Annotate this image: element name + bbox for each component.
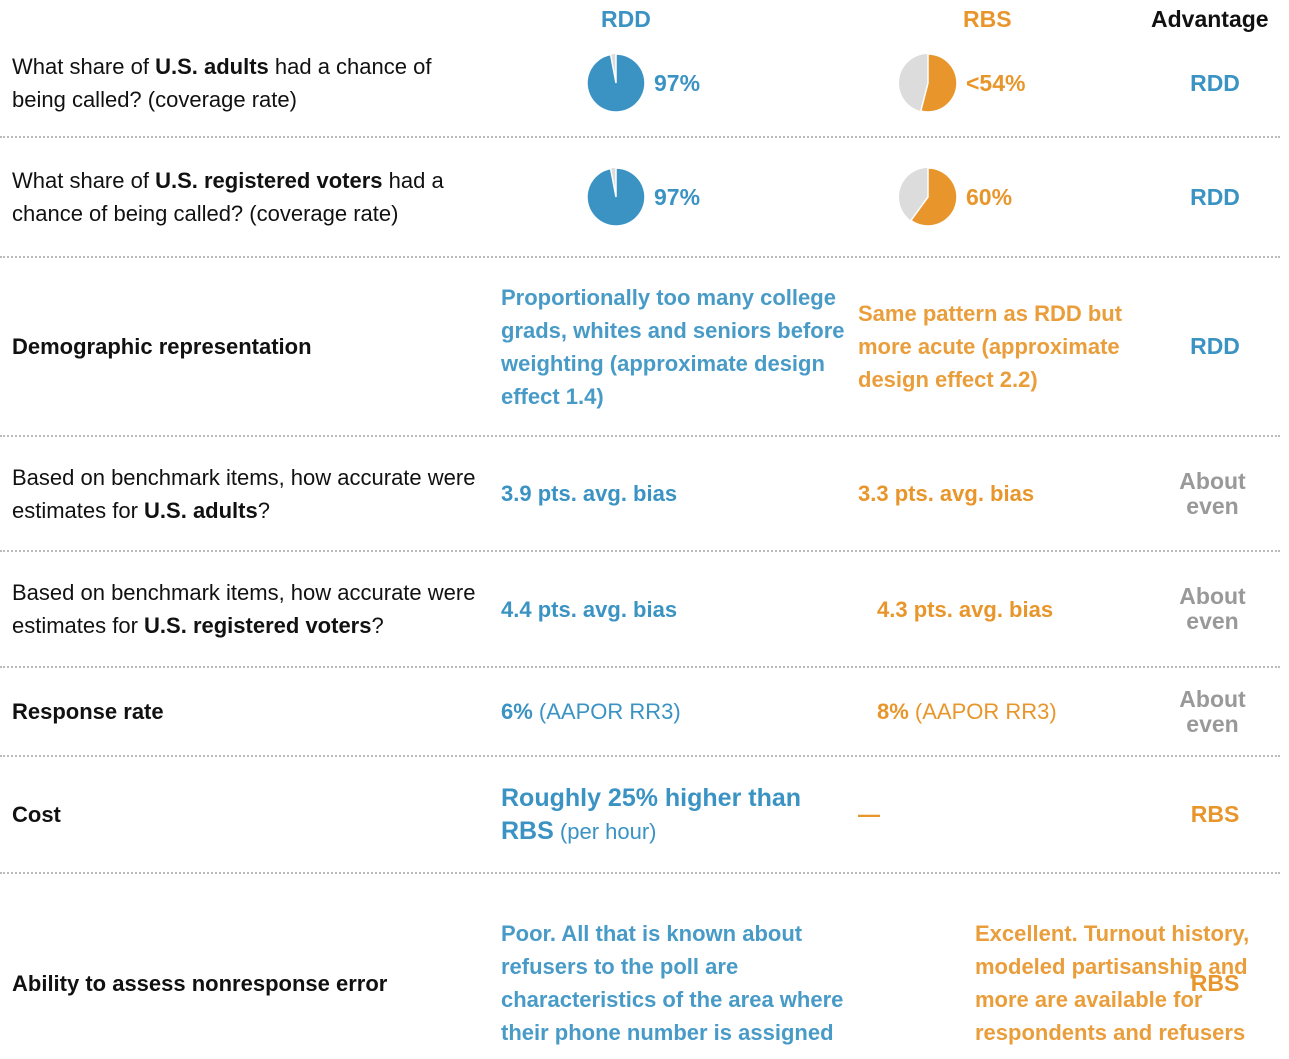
cell-text: — [858, 798, 880, 831]
question: Demographic representation [12, 330, 482, 363]
advantage: About even [1179, 467, 1246, 519]
cell-text: Proportionally too many college grads, w… [501, 281, 846, 413]
advantage: About even [1179, 583, 1246, 634]
text-run: Ability to assess nonresponse error [12, 970, 388, 996]
rdd-cell: 97% [501, 53, 931, 113]
text-run: 4.3 pts. avg. bias [877, 596, 1054, 622]
text-run: Response rate [12, 699, 164, 724]
pie [899, 167, 958, 227]
text-run: U.S. registered voters [155, 168, 383, 193]
rbs-cell: 4.3 pts. avg. bias [858, 593, 1177, 626]
rdd-cell: 3.9 pts. avg. bias [501, 477, 846, 510]
text-run: Proportionally too many college grads, w… [501, 284, 845, 409]
rdd-cell: Roughly 25% higher than RBS (per hour) [501, 782, 846, 848]
rbs-cell: 3.3 pts. avg. bias [858, 477, 1158, 510]
advantage: RDD [1190, 183, 1240, 210]
pie-label: 60% [966, 183, 1013, 210]
text-run: Excellent. Turnout history, modeled part… [975, 921, 1250, 1045]
table-row: Based on benchmark items, how accurate w… [0, 552, 1280, 668]
cell-text: 4.4 pts. avg. bias [501, 593, 677, 626]
table-row: Based on benchmark items, how accurate w… [0, 437, 1280, 552]
question: What share of U.S. adults had a chance o… [12, 50, 482, 116]
question: Cost [12, 798, 482, 831]
rdd-cell: 4.4 pts. avg. bias [501, 593, 846, 626]
pie-slice [586, 167, 646, 227]
text-run: U.S. registered voters [144, 613, 372, 638]
pie-label: 97% [654, 183, 701, 210]
table-row: Demographic representation Proportionally… [0, 258, 1280, 437]
text-run: 6% [501, 699, 533, 724]
text-run: (per hour) [553, 818, 657, 844]
rbs-cell: 60% [858, 167, 1198, 227]
pie-label: <54% [966, 69, 1026, 96]
rdd-header: RDD [601, 6, 651, 32]
rbs-header: RBS [963, 6, 1012, 32]
cell-text: 4.3 pts. avg. bias [877, 593, 1053, 626]
text-run: had a chance of being called? (coverage … [12, 54, 432, 112]
text-run: What share of [12, 168, 156, 193]
advantage: RBS [1190, 969, 1240, 996]
text-run: Roughly 25% higher than RBS [501, 783, 802, 845]
text-run: Cost [12, 802, 61, 827]
table-row: What share of U.S. registered voters had… [0, 138, 1280, 258]
question: Based on benchmark items, how accurate w… [12, 461, 482, 527]
cell-text: Roughly 25% higher than RBS (per hour) [501, 782, 846, 848]
advantage: About even [1179, 685, 1246, 737]
table-row: What share of U.S. adults had a chance o… [0, 30, 1280, 138]
text-run: 8% [877, 699, 909, 724]
question: Ability to assess nonresponse error [12, 967, 482, 1000]
rbs-cell: Same pattern as RDD but more acute (appr… [858, 297, 1158, 396]
cell-text: 6% (AAPOR RR3) [501, 695, 681, 728]
cell-text: 3.9 pts. avg. bias [501, 477, 677, 510]
text-run: Poor. All that is known about refusers t… [501, 921, 844, 1045]
rdd-cell: Proportionally too many college grads, w… [501, 281, 846, 413]
question: Based on benchmark items, how accurate w… [12, 576, 482, 642]
question: What share of U.S. registered voters had… [12, 164, 482, 230]
cell-text: Same pattern as RDD but more acute (appr… [858, 297, 1158, 396]
advantage: RBS [1190, 801, 1240, 827]
advantage: RDD [1190, 333, 1240, 359]
rdd-cell: 97% [501, 167, 931, 227]
text-run: What share of [12, 54, 156, 79]
table-row: Response rate 6% (AAPOR RR3) 8% (AAPOR RR3… [0, 668, 1280, 757]
cell-text: Excellent. Turnout history, modeled part… [975, 917, 1275, 1049]
pie [586, 53, 646, 113]
text-run: 3.9 pts. avg. bias [501, 481, 678, 506]
text-run: U.S. adults [144, 497, 258, 523]
cell-text: Poor. All that is known about refusers t… [501, 917, 846, 1049]
text-run: Demographic representation [12, 334, 312, 359]
text-run: Based on benchmark items, how accurate w… [12, 580, 476, 638]
text-run: (AAPOR RR3) [908, 699, 1057, 724]
text-run: 4.4 pts. avg. bias [501, 596, 678, 622]
rbs-cell: <54% [858, 53, 1198, 113]
text-run: ? [257, 497, 270, 523]
text-run: (AAPOR RR3) [532, 699, 681, 724]
rdd-cell: 6% (AAPOR RR3) [501, 695, 846, 728]
pie-slice [909, 167, 958, 227]
text-run: had a chance of being called? (coverage … [12, 168, 444, 226]
rbs-cell: 8% (AAPOR RR3) [858, 695, 1177, 728]
pie-slice [586, 53, 646, 113]
pie-label: 97% [654, 69, 701, 96]
advantage-header: Advantage [1151, 6, 1269, 32]
pie [899, 53, 958, 113]
rdd-cell: Poor. All that is known about refusers t… [501, 917, 846, 1049]
question: Response rate [12, 695, 482, 728]
pie-slice [919, 53, 958, 113]
text-run: Same pattern as RDD but more acute (appr… [858, 301, 1123, 392]
text-run: 3.3 pts. avg. bias [858, 481, 1035, 506]
text-run: — [858, 802, 880, 827]
advantage: RDD [1190, 69, 1240, 96]
rbs-cell: Excellent. Turnout history, modeled part… [858, 917, 1275, 1049]
table-row: Cost Roughly 25% higher than RBS (per hou… [0, 757, 1280, 874]
rbs-cell: — [858, 798, 1158, 831]
text-run: U.S. adults [155, 54, 269, 79]
pie [586, 167, 646, 227]
text-run: Based on benchmark items, how accurate w… [12, 464, 476, 523]
table-row: Ability to assess nonresponse error Poor.… [0, 874, 1280, 1059]
cell-text: 3.3 pts. avg. bias [858, 477, 1034, 510]
cell-text: 8% (AAPOR RR3) [877, 695, 1057, 728]
text-run: ? [371, 613, 384, 638]
